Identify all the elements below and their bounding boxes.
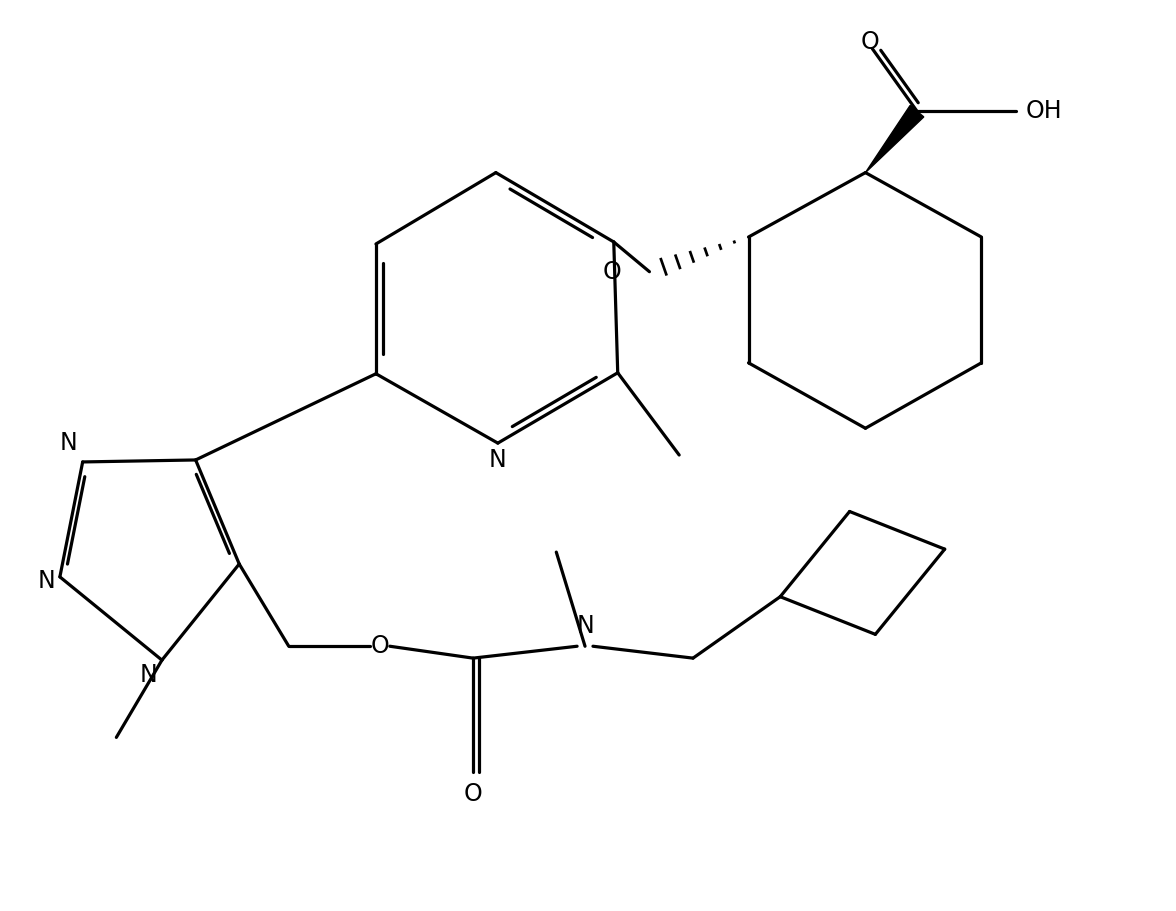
Text: O: O — [861, 30, 880, 54]
Text: O: O — [370, 634, 389, 659]
Text: N: N — [576, 614, 594, 639]
Text: OH: OH — [1025, 99, 1063, 123]
Text: N: N — [489, 448, 507, 472]
Text: N: N — [60, 431, 78, 455]
Text: N: N — [38, 568, 55, 593]
Text: O: O — [463, 782, 482, 806]
Text: N: N — [139, 663, 156, 687]
Text: O: O — [603, 260, 622, 283]
Polygon shape — [866, 106, 924, 172]
